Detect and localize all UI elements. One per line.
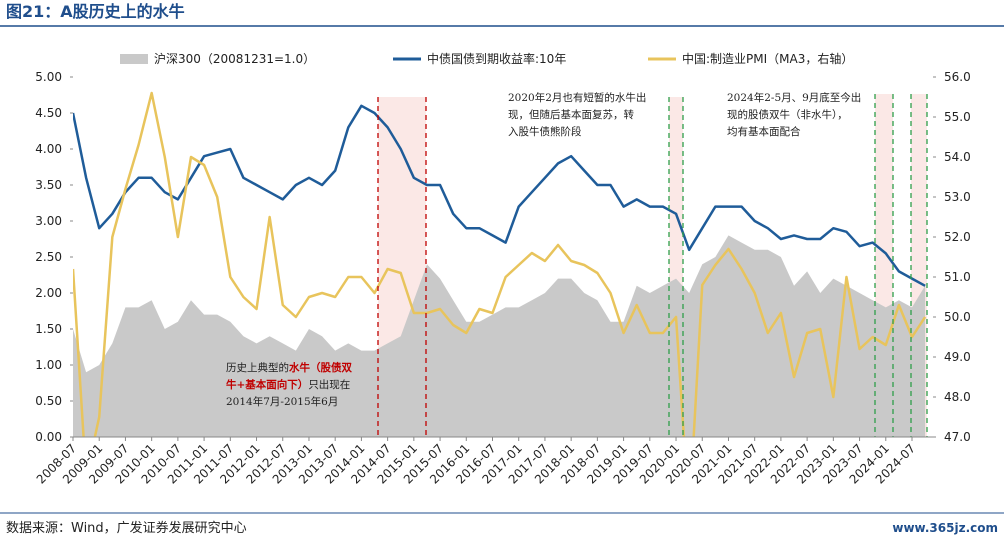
figure-title: 图21：A股历史上的水牛 [6, 2, 185, 21]
y2-tick-label: 53.0 [944, 190, 971, 204]
annotation-segment: 历史上典型的 [226, 361, 289, 374]
y-tick-label: 3.50 [35, 178, 62, 192]
annotation-segment: 牛+基本面向下） [226, 378, 308, 391]
y2-tick-label: 49.0 [944, 350, 971, 364]
y-tick-label: 0.00 [35, 430, 62, 444]
watermark: www.365jz.com [892, 521, 998, 535]
y-tick-label: 1.50 [35, 322, 62, 336]
y2-tick-label: 55.0 [944, 110, 971, 124]
annotation: 2014年7月-2015年6月 [226, 395, 338, 408]
y-tick-label: 3.00 [35, 214, 62, 228]
annotation-segment: 现，但随后基本面复苏，转 [508, 108, 634, 121]
annotation-segment: 2020年2月也有短暂的水牛出 [508, 91, 646, 104]
line [73, 104, 926, 287]
legend-swatch [120, 54, 148, 64]
y-tick-label: 5.00 [35, 70, 62, 84]
y2-tick-label: 52.0 [944, 230, 971, 244]
y2-tick-label: 48.0 [944, 390, 971, 404]
plot [73, 91, 927, 437]
annotation-segment: 水牛（股债双 [288, 361, 352, 374]
y2-tick-label: 51.0 [944, 270, 971, 284]
annotation-segment: 入股牛债熊阶段 [508, 125, 582, 138]
y2-tick-label: 47.0 [944, 430, 971, 444]
annotation: 现，但随后基本面复苏，转 [508, 108, 634, 121]
annotation-segment: 2014年7月-2015年6月 [226, 395, 338, 408]
annotation-segment: 均有基本面配合 [727, 125, 801, 138]
annotation: 现的股债双牛（非水牛）， [727, 108, 848, 121]
y-tick-label: 4.00 [35, 142, 62, 156]
line [73, 91, 927, 437]
y2-tick-label: 54.0 [944, 150, 971, 164]
area [73, 235, 926, 437]
annotation-segment: 2024年2-5月、9月底至今出 [727, 91, 861, 104]
annotation: 入股牛债熊阶段 [508, 125, 582, 138]
y2-tick-label: 56.0 [944, 70, 971, 84]
legend-label: 中国:制造业PMI（MA3，右轴） [682, 51, 853, 66]
legend-label: 沪深300（20081231=1.0） [154, 52, 315, 66]
annotation-segment: 只出现在 [308, 378, 350, 391]
annotation: 牛+基本面向下）只出现在 [226, 378, 350, 391]
legend-label: 中债国债到期收益率:10年 [427, 51, 566, 66]
annotation: 2020年2月也有短暂的水牛出 [508, 91, 646, 104]
annotation: 2024年2-5月、9月底至今出 [727, 91, 861, 104]
y-tick-label: 4.50 [35, 106, 62, 120]
y-tick-label: 2.50 [35, 250, 62, 264]
annotation: 均有基本面配合 [727, 125, 801, 138]
y-tick-label: 1.00 [35, 358, 62, 372]
y-tick-label: 2.00 [35, 286, 62, 300]
source: 数据来源：Wind，广发证券发展研究中心 [6, 520, 247, 536]
annotation: 历史上典型的水牛（股债双 [226, 361, 352, 374]
y2-tick-label: 50.0 [944, 310, 971, 324]
dashed-lines [377, 94, 928, 437]
annotation-segment: 现的股债双牛（非水牛）， [727, 108, 848, 121]
y-tick-label: 0.50 [35, 394, 62, 408]
